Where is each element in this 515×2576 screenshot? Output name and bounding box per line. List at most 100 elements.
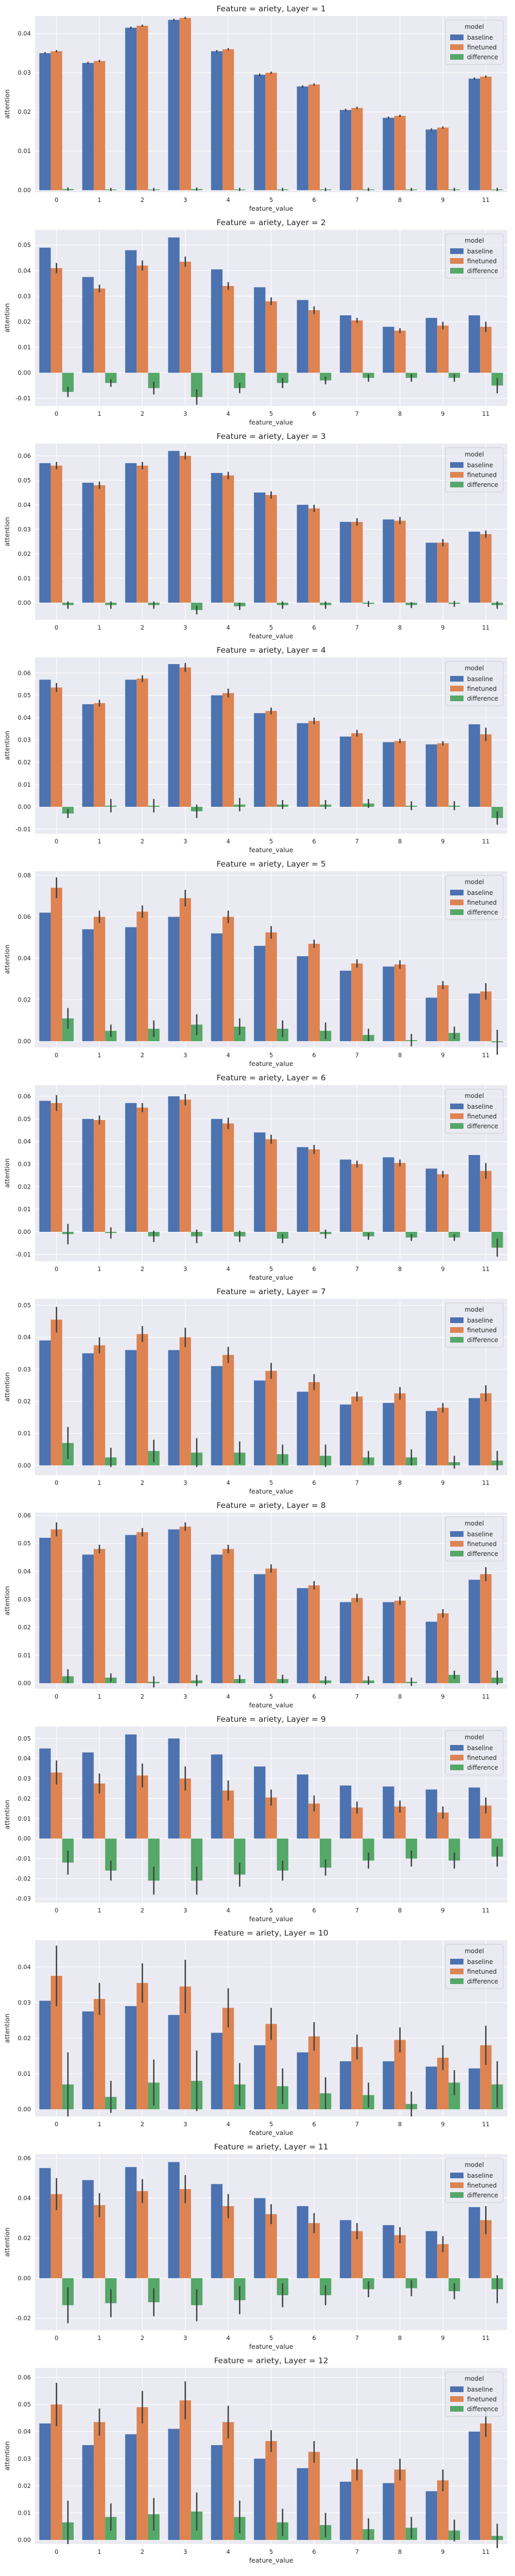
chart-panel: -0.03 -0.02 -0.01 0.00 0.01 0.02 0.03 0.04 0.05 0… (3, 1715, 507, 1923)
bar-baseline (339, 1785, 352, 1839)
x-tick-label: 7 (355, 1052, 359, 1059)
y-tick-label: 0.02 (18, 2035, 31, 2042)
bar-finetuned (179, 261, 191, 373)
bar-difference (105, 372, 117, 383)
legend-entry: finetuned (467, 258, 496, 265)
bar-finetuned (308, 1149, 320, 1232)
bar-finetuned (351, 1396, 363, 1466)
bar-baseline (383, 2061, 394, 2110)
legend-title: model (465, 237, 484, 244)
bar-baseline (383, 1786, 394, 1839)
bar-finetuned (394, 2235, 406, 2278)
bar-baseline (339, 971, 352, 1041)
x-tick-label: 4 (226, 2548, 230, 2555)
bar-baseline (211, 51, 223, 191)
y-axis-label: attention (3, 303, 11, 332)
y-tick-label: 0.01 (18, 2070, 31, 2077)
bar-baseline (339, 1159, 352, 1232)
bar-finetuned (50, 51, 62, 191)
x-tick-label: 4 (226, 838, 230, 845)
legend-swatch (450, 890, 464, 895)
y-tick-label: 0.03 (18, 69, 31, 76)
legend: model baseline finetuned difference (445, 2371, 504, 2417)
bar-baseline (168, 2429, 180, 2540)
bar-finetuned (437, 2480, 449, 2540)
y-axis-label: attention (3, 1586, 11, 1615)
x-tick-label: 2 (141, 624, 144, 631)
x-tick-label: 5 (269, 838, 273, 845)
x-tick-label: 2 (141, 196, 144, 204)
legend-box (445, 2158, 504, 2203)
bar-finetuned (480, 2220, 492, 2278)
x-axis-label: feature_value (249, 1487, 294, 1495)
y-tick-label: 0.04 (18, 2195, 31, 2202)
x-axis-label: feature_value (249, 1060, 294, 1067)
bar-baseline (39, 247, 51, 373)
legend-entry: baseline (467, 2172, 493, 2179)
legend-entry: difference (467, 1336, 498, 1344)
bar-finetuned (351, 1164, 363, 1232)
bar-finetuned (222, 2206, 234, 2278)
legend-box (445, 1516, 504, 1562)
x-tick-label: 3 (183, 1052, 187, 1059)
legend-entry: baseline (467, 34, 493, 41)
x-axis-label: feature_value (249, 632, 294, 640)
bar-finetuned (222, 1354, 234, 1466)
legend-swatch (450, 472, 464, 478)
bar-finetuned (308, 2452, 320, 2540)
legend: model baseline finetuned difference (445, 661, 504, 706)
bar-difference (234, 1838, 246, 1875)
bar-finetuned (93, 1120, 106, 1232)
bar-baseline (339, 2481, 352, 2540)
bar-finetuned (222, 49, 234, 191)
bar-baseline (468, 2207, 480, 2278)
legend-swatch (450, 696, 464, 701)
x-axis-label: feature_value (249, 1274, 294, 1281)
bar-finetuned (265, 73, 277, 191)
bar-baseline (82, 483, 94, 603)
legend-box (445, 875, 504, 920)
bar-baseline (297, 86, 308, 191)
bar-finetuned (50, 687, 62, 807)
x-tick-label: 0 (55, 1479, 58, 1486)
x-tick-label: 1 (97, 1265, 101, 1273)
legend-title: model (465, 23, 484, 30)
bar-baseline (383, 2225, 394, 2278)
bar-finetuned (222, 475, 234, 603)
bar-baseline (82, 1752, 94, 1839)
x-tick-label: 4 (226, 1265, 230, 1273)
x-axis-label: feature_value (249, 205, 294, 212)
bar-finetuned (351, 733, 363, 807)
bar-difference (62, 1018, 74, 1041)
bar-finetuned (351, 108, 363, 191)
bar-finetuned (308, 1803, 320, 1839)
x-tick-label: 11 (482, 1265, 490, 1273)
x-tick-label: 5 (269, 410, 273, 417)
x-tick-label: 1 (97, 2334, 101, 2342)
legend-swatch (450, 2182, 464, 2188)
bar-baseline (468, 993, 480, 1041)
y-tick-label: 0.04 (18, 501, 31, 509)
legend-entry: difference (467, 2192, 498, 2199)
y-tick-label: 0.08 (18, 872, 31, 879)
bar-baseline (168, 664, 180, 807)
x-tick-label: 2 (141, 410, 144, 417)
bar-baseline (297, 1774, 308, 1839)
x-tick-label: 1 (97, 196, 101, 204)
y-tick-label: 0.01 (18, 344, 31, 351)
legend-entry: baseline (467, 1744, 493, 1752)
bar-baseline (468, 1398, 480, 1466)
bar-difference (319, 1838, 332, 1868)
legend-title: model (465, 665, 484, 672)
chart-panel: 0.00 0.01 0.02 0.03 0.04 0 1 2 3 4 5 6 7 8 9 11 feature_… (3, 4, 507, 212)
legend-swatch (450, 1113, 464, 1119)
legend-swatch (450, 35, 464, 40)
x-tick-label: 2 (141, 2548, 144, 2555)
bar-finetuned (179, 667, 191, 807)
bar-finetuned (265, 2214, 277, 2278)
chart-panel: -0.01 0.00 0.01 0.02 0.03 0.04 0.05 0.06 0 1 2 3 4 5 6… (3, 646, 507, 854)
bar-baseline (425, 543, 437, 603)
bar-finetuned (222, 1549, 234, 1684)
chart-panel: -0.01 0.00 0.01 0.02 0.03 0.04 0.05 0 1 2 3 4 5 6 7 8 9 1… (3, 218, 507, 426)
chart-title: Feature = ariety, Layer = 7 (216, 1287, 325, 1296)
